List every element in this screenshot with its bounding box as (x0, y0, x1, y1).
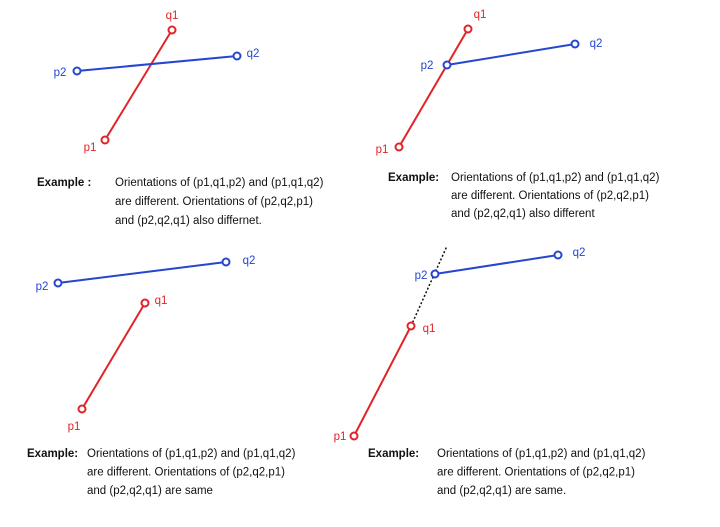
caption-line: are different. Orientations of (p2,q2,p1… (115, 196, 313, 208)
caption-line: and (p2,q2,q1) are same. (437, 485, 566, 497)
point (167, 25, 177, 35)
segment-p1-q1 (104, 29, 173, 141)
segment-p1-q1 (398, 28, 469, 148)
point (77, 404, 87, 414)
point (463, 24, 473, 34)
point-label: q1 (423, 323, 436, 335)
point (406, 321, 416, 331)
point (349, 431, 359, 441)
caption-line: Orientations of (p1,q1,p2) and (p1,q1,q2… (451, 172, 660, 184)
segment-p2-q2 (57, 261, 227, 284)
caption-label: Example: (27, 448, 78, 460)
caption-line: and (p2,q2,q1) also differnet. (115, 215, 262, 227)
point (100, 135, 110, 145)
caption-line: Orientations of (p1,q1,p2) and (p1,q1,q2… (437, 448, 646, 460)
caption-label: Example: (368, 448, 419, 460)
point (570, 39, 580, 49)
point (72, 66, 82, 76)
point (232, 51, 242, 61)
point-label: q1 (166, 10, 179, 22)
point-label: q2 (590, 38, 603, 50)
point-label: q2 (573, 247, 586, 259)
point (553, 250, 563, 260)
point-label: p1 (84, 142, 97, 154)
point (394, 142, 404, 152)
point-label: p2 (36, 281, 49, 293)
point (221, 257, 231, 267)
point-label: p2 (421, 60, 434, 72)
caption-line: are different. Orientations of (p2,q2,p1… (451, 190, 649, 202)
point-label: q2 (247, 48, 260, 60)
caption-label: Example: (388, 172, 439, 184)
point-label: p1 (376, 144, 389, 156)
segment-p2-q2 (76, 55, 238, 72)
point-label: p2 (415, 270, 428, 282)
point-label: p1 (68, 421, 81, 433)
segment-p2-q2 (434, 254, 559, 275)
caption-line: are different. Orientations of (p2,q2,p1… (87, 467, 285, 479)
point (442, 60, 452, 70)
point-label: q1 (155, 295, 168, 307)
point-label: q2 (243, 255, 256, 267)
point-label: p2 (54, 67, 67, 79)
segment-p1-q1 (81, 302, 146, 410)
segment-p1-q1 (353, 325, 412, 437)
caption-line: Orientations of (p1,q1,p2) and (p1,q1,q2… (115, 177, 324, 189)
point (430, 269, 440, 279)
caption-label: Example : (37, 177, 91, 189)
point-label: q1 (474, 9, 487, 21)
point-label: p1 (334, 431, 347, 443)
extension-line (410, 245, 448, 327)
segment-p2-q2 (446, 43, 576, 66)
caption-line: Orientations of (p1,q1,p2) and (p1,q1,q2… (87, 448, 296, 460)
caption-line: are different. Orientations of (p2,q2,p1… (437, 467, 635, 479)
caption-line: and (p2,q2,q1) also different (451, 208, 595, 220)
caption-line: and (p2,q2,q1) are same (87, 485, 213, 497)
point (53, 278, 63, 288)
point (140, 298, 150, 308)
